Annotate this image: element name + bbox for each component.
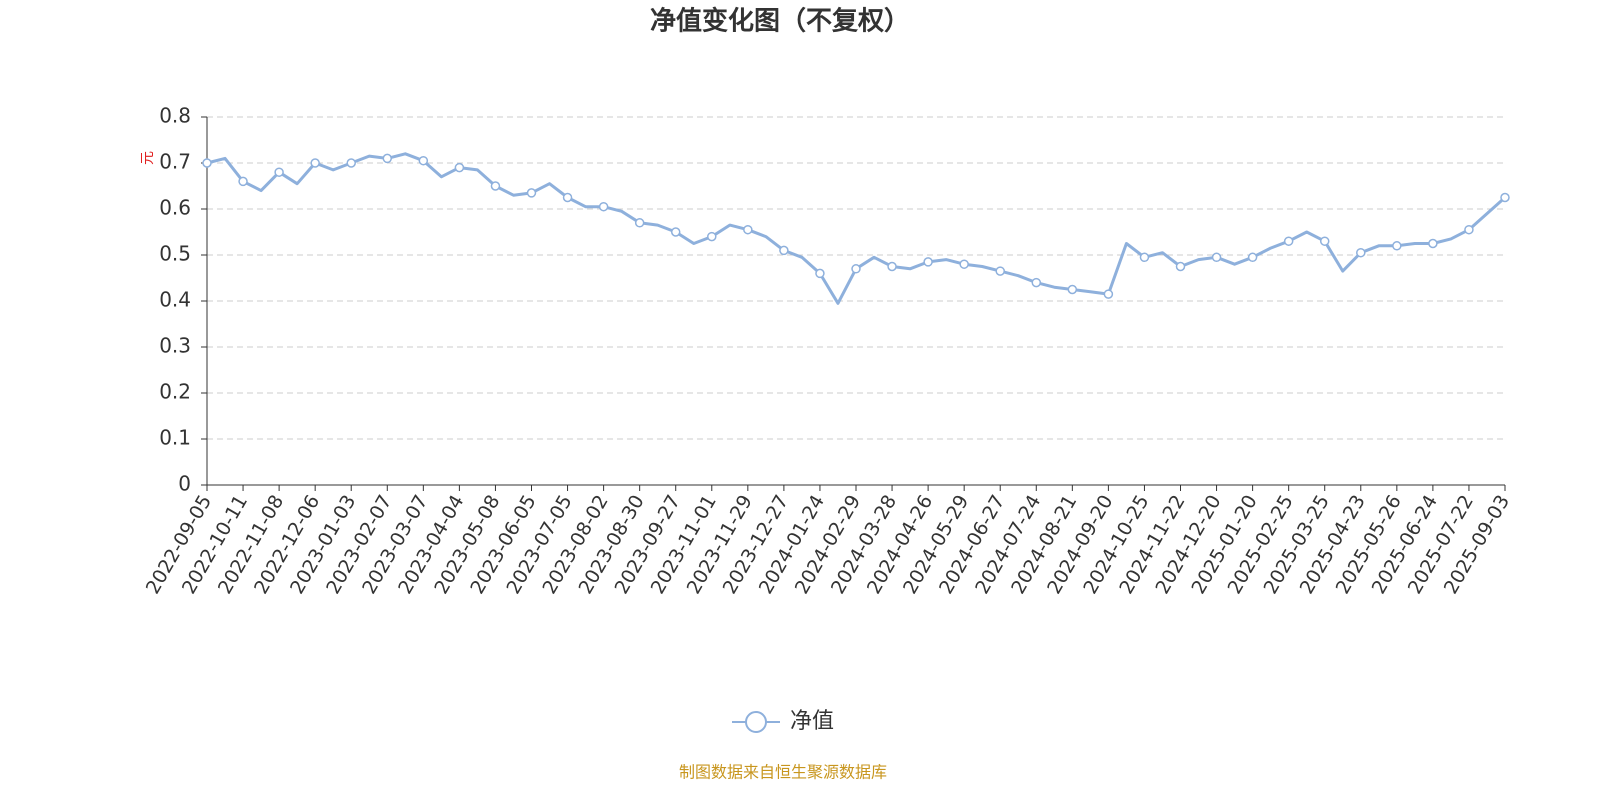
y-unit: 元: [140, 151, 156, 165]
point: [598, 201, 609, 212]
point: [995, 266, 1005, 276]
y-tick-label: 0.3: [159, 334, 191, 358]
point: [707, 231, 717, 242]
point: [310, 158, 320, 168]
point: [202, 158, 212, 168]
point: [923, 257, 933, 267]
point: [959, 259, 969, 269]
point: [382, 153, 393, 164]
line: [206, 152, 1506, 305]
point: [346, 158, 356, 168]
point: [1139, 252, 1150, 263]
point: [1103, 289, 1114, 299]
point: [743, 224, 753, 235]
y-tick-label: 0.5: [159, 242, 191, 266]
point: [1356, 247, 1366, 258]
point: [1067, 284, 1078, 295]
legend-label: 净值: [790, 709, 834, 734]
y-tick-label: 0.2: [159, 380, 191, 404]
y-tick-label: 0.8: [159, 104, 191, 128]
point: [1031, 277, 1042, 288]
point: [562, 192, 573, 203]
point: [274, 167, 284, 177]
y-tick-label: 0.7: [159, 150, 191, 174]
y-tick-label: 0.4: [159, 288, 191, 312]
point: [779, 245, 789, 256]
point: [634, 218, 645, 228]
point: [851, 264, 861, 274]
point: [490, 181, 501, 191]
point: [1319, 236, 1330, 246]
point: [1247, 252, 1258, 263]
point: [1464, 224, 1474, 235]
point: [887, 261, 897, 272]
point: [1500, 192, 1510, 203]
point: [526, 188, 537, 198]
y-tick-label: 0.6: [159, 196, 191, 220]
point: [1283, 236, 1294, 246]
point: [1428, 238, 1438, 249]
point: [238, 176, 248, 187]
y-tick-label: 0.1: [159, 426, 191, 450]
source-note: 制图数据来自恒生聚源数据库: [679, 763, 887, 782]
point: [815, 268, 825, 279]
point: [1175, 261, 1186, 272]
point: [670, 227, 681, 237]
point: [418, 155, 429, 166]
point: [454, 162, 465, 173]
legend-marker: [745, 711, 767, 733]
chart-title: 净值变化图（不复权）: [650, 6, 910, 37]
point: [1211, 252, 1222, 263]
y-tick-label: 0: [178, 472, 191, 496]
point: [1392, 241, 1402, 251]
